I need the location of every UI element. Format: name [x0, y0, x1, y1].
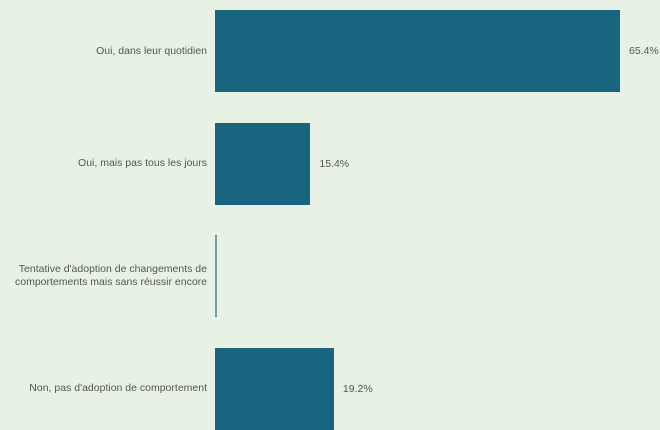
category-label: Tentative d'adoption de changements de c…	[0, 235, 207, 317]
category-text: Non, pas d'adoption de comportement	[29, 382, 207, 394]
value-label: 65.4%	[629, 45, 659, 57]
bar	[215, 122, 311, 205]
category-label: Oui, dans leur quotidien	[0, 10, 207, 92]
bar	[215, 235, 217, 317]
category-label: Non, pas d'adoption de comportement	[0, 348, 207, 430]
bar	[215, 347, 334, 430]
category-text: Oui, dans leur quotidien	[96, 44, 207, 57]
bar	[215, 10, 620, 92]
category-text: Tentative d'adoption de changements de c…	[15, 263, 207, 288]
category-label: Oui, mais pas tous les jours	[0, 123, 207, 205]
value-label: 15.4%	[319, 157, 350, 170]
category-text: Oui, mais pas tous les jours	[78, 157, 207, 169]
value-label: 19.2%	[342, 382, 373, 395]
